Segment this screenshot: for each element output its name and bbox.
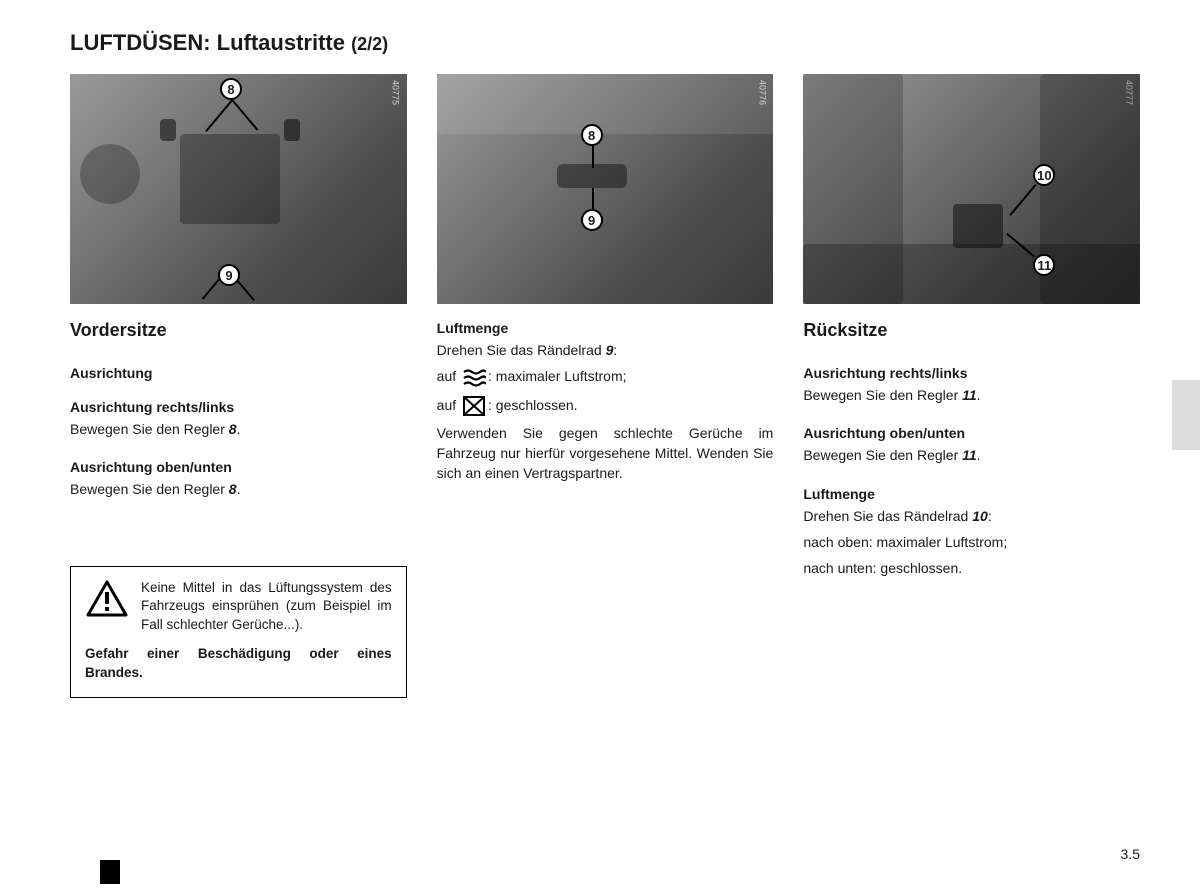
warning-text: Keine Mittel in das Lüftungs­system des … (141, 579, 392, 636)
callout-9: 9 (581, 209, 603, 231)
text-rear-closed: nach unten: geschlossen. (803, 558, 1140, 578)
text-closed: auf : geschlossen. (437, 395, 774, 417)
text-move-regler-8a: Bewegen Sie den Regler 8. (70, 419, 407, 439)
content-columns: 40775 8 9 Vordersitze Ausrichtung Ausric… (70, 74, 1140, 698)
callout-8: 8 (581, 124, 603, 146)
warning-danger: Gefahr einer Beschädigung oder eines Bra… (85, 645, 392, 683)
text-move-regler-8b: Bewegen Sie den Regler 8. (70, 479, 407, 499)
photo-front-seats-center: 40775 8 9 (70, 74, 407, 304)
warning-triangle-icon (85, 579, 129, 636)
subhead-up-down: Ausrichtung oben/unten (70, 459, 407, 475)
subhead-left-right: Ausrichtung rechts/links (70, 399, 407, 415)
photo-rear-seats: 40777 10 11 (803, 74, 1140, 304)
warning-box: Keine Mittel in das Lüftungs­system des … (70, 566, 407, 698)
text-odor-advice: Verwenden Sie gegen schlechte Gerüche im… (437, 423, 774, 484)
callout-8: 8 (220, 78, 242, 100)
airflow-closed-icon (462, 395, 486, 417)
side-tab (1172, 380, 1200, 450)
text-move-regler-11b: Bewegen Sie den Regler 11. (803, 445, 1140, 465)
page-number: 3.5 (1121, 846, 1140, 862)
page-title: LUFTDÜSEN: Luftaustritte (2/2) (70, 30, 1140, 56)
text-turn-wheel-10: Drehen Sie das Rändelrad 10: (803, 506, 1140, 526)
column-right: 40777 10 11 Rücksitze Ausrichtung rechts… (803, 74, 1140, 698)
text-max-airflow: auf : maximaler Luftstrom; (437, 366, 774, 388)
title-main: LUFTDÜSEN: Luftaustritte (70, 30, 345, 55)
title-suffix: (2/2) (351, 34, 388, 54)
footer-mark (100, 860, 120, 884)
subhead-rear-airflow: Luftmenge (803, 486, 1140, 502)
subhead-airflow: Luftmenge (437, 320, 774, 336)
subhead-orientation: Ausrichtung (70, 365, 407, 381)
image-number: 40775 (391, 80, 401, 105)
text-turn-wheel-9: Drehen Sie das Rändelrad 9: (437, 340, 774, 360)
heading-front-seats: Vordersitze (70, 320, 407, 341)
photo-front-seats-side: 40776 8 9 (437, 74, 774, 304)
heading-rear-seats: Rücksitze (803, 320, 1140, 341)
subhead-rear-lr: Ausrichtung rechts/links (803, 365, 1140, 381)
callout-9: 9 (218, 264, 240, 286)
airflow-waves-icon (462, 367, 486, 389)
column-left: 40775 8 9 Vordersitze Ausrichtung Ausric… (70, 74, 407, 698)
column-middle: 40776 8 9 Luftmenge Drehen Sie das Rände… (437, 74, 774, 698)
text-move-regler-11a: Bewegen Sie den Regler 11. (803, 385, 1140, 405)
subhead-rear-ud: Ausrichtung oben/unten (803, 425, 1140, 441)
text-rear-max: nach oben: maximaler Luftstrom; (803, 532, 1140, 552)
